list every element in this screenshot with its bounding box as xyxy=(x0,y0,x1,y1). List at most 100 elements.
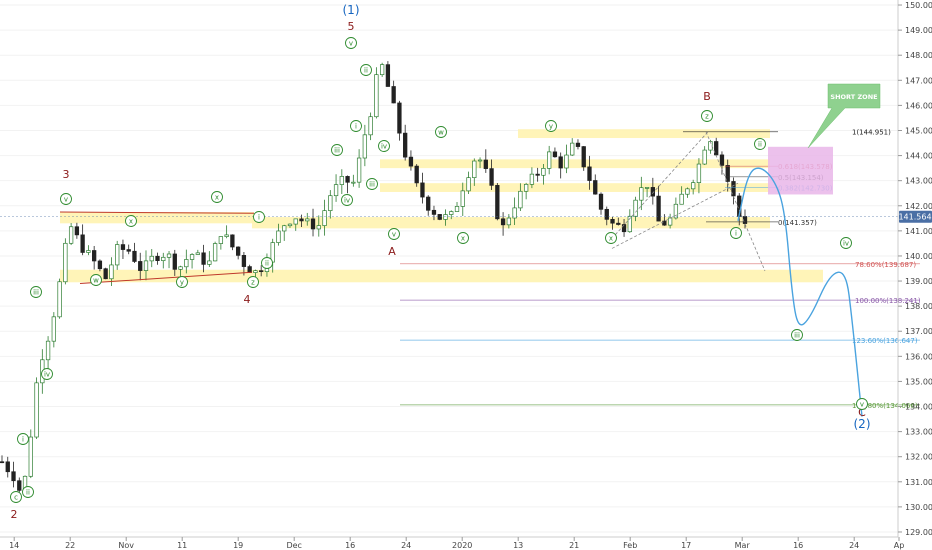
current-price-badge-bg xyxy=(899,210,932,223)
candle-body xyxy=(719,154,725,166)
candle-body xyxy=(120,244,126,250)
candle-body xyxy=(333,184,339,197)
retrace-line xyxy=(705,131,766,272)
candle-body xyxy=(161,256,166,262)
wave-label-text: iv xyxy=(344,197,350,205)
candle-body xyxy=(397,102,402,134)
wave-label-text: v xyxy=(860,401,864,409)
candle-body xyxy=(587,166,592,181)
candle-body xyxy=(662,220,667,226)
wave-label-circle xyxy=(856,398,868,410)
price-zone xyxy=(60,212,254,224)
price-tick-label: 135.000 xyxy=(905,377,932,386)
candle-body xyxy=(558,156,563,169)
candle-body xyxy=(356,157,362,183)
wave-label-circle xyxy=(176,276,188,288)
candle-body xyxy=(385,64,391,87)
candle-body xyxy=(63,242,68,283)
wave-label-minor: v xyxy=(60,193,72,205)
candle-body xyxy=(57,281,62,318)
wave-label-major: B xyxy=(703,90,711,103)
wave-label-circle xyxy=(261,257,273,269)
wave-label-minor: iii xyxy=(331,144,343,156)
wave-label-circle xyxy=(341,194,353,206)
wave-label-major: 3 xyxy=(63,168,70,181)
candle-body xyxy=(310,218,316,230)
candle-body xyxy=(345,176,350,183)
wave-label-circle xyxy=(791,329,803,341)
candle-body xyxy=(379,64,385,76)
time-tick-label: Feb xyxy=(623,541,637,550)
candle-body xyxy=(489,168,494,186)
candle-body xyxy=(593,180,598,195)
wave-label-circle xyxy=(701,110,713,122)
fib-level-label: 1(144.951) xyxy=(852,129,891,137)
candle-body xyxy=(621,224,627,233)
price-tick-label: 137.000 xyxy=(905,327,932,336)
candle-body xyxy=(362,134,368,159)
wave-label-minor: i xyxy=(253,211,265,223)
candle-body xyxy=(34,382,39,438)
candle-body xyxy=(201,252,206,265)
time-axis[interactable]: 14 22 Nov 11 19 Dec 16 24 2020 13 21 Feb 17 Mar 16 24 Ap xyxy=(9,537,904,550)
candle-body xyxy=(500,218,506,226)
price-axis[interactable]: 129.000 130.000 131.000 132.000 133.000 134.0… xyxy=(898,1,932,537)
candle-body xyxy=(633,199,638,217)
candle-body xyxy=(472,160,477,178)
time-tick-label: Mar xyxy=(735,541,751,550)
candle-body xyxy=(138,261,143,271)
wave-label-minor: z xyxy=(247,276,259,288)
wave-label-circle xyxy=(350,120,362,132)
wave-label-circle xyxy=(345,37,357,49)
candle-body xyxy=(195,252,200,255)
time-tick-label: Nov xyxy=(118,541,134,550)
wave-label-minor: ii xyxy=(360,64,372,76)
candle-body xyxy=(235,246,241,256)
wave-label-minor: iv xyxy=(41,368,53,380)
wave-label-minor: y xyxy=(176,276,188,288)
candle-body xyxy=(126,249,131,252)
time-tick-label: 16 xyxy=(793,541,803,550)
candle-body xyxy=(420,182,425,198)
wave-label-text: x xyxy=(129,218,133,226)
current-price-label: 141.564 xyxy=(898,213,931,222)
wave-label-minor: iv xyxy=(378,140,390,152)
candle-body xyxy=(644,187,650,189)
time-tick-label: 14 xyxy=(9,541,19,550)
wave-label-minor: iv xyxy=(341,194,353,206)
candle-body xyxy=(218,236,224,244)
price-tick-label: 146.000 xyxy=(905,101,932,110)
candle-body xyxy=(11,471,16,482)
price-grid xyxy=(0,4,898,533)
candle-body xyxy=(17,480,22,491)
wave-label-circle xyxy=(840,237,852,249)
wave-label-circle xyxy=(378,140,390,152)
price-tick-label: 147.000 xyxy=(905,76,932,85)
candle-body xyxy=(80,234,85,253)
candle-body xyxy=(132,250,137,262)
price-zone xyxy=(518,129,770,139)
triangle-upper-line xyxy=(59,211,255,214)
candle-body xyxy=(523,183,529,192)
wave-label-circle xyxy=(605,232,617,244)
wave-label-circle xyxy=(253,211,265,223)
candle-body xyxy=(276,230,281,243)
short-zone-label: SHORT ZONE xyxy=(830,93,877,101)
wave-label-minor: c xyxy=(10,491,22,503)
price-tick-label: 141.000 xyxy=(905,227,932,236)
wave-label-minor: iv xyxy=(840,237,852,249)
price-tick-label: 142.000 xyxy=(905,202,932,211)
fib-level-label: 161.80%(134.066) xyxy=(852,402,918,410)
candle-body xyxy=(322,210,327,226)
candle-body xyxy=(230,234,235,248)
time-tick-label: 19 xyxy=(233,541,243,550)
wave-label-circle xyxy=(30,286,42,298)
wave-label-circle xyxy=(331,144,343,156)
candle-body xyxy=(552,151,558,158)
candle-body xyxy=(604,208,609,220)
candle-body xyxy=(460,190,465,207)
wave-label-circle xyxy=(247,276,259,288)
price-tick-label: 149.000 xyxy=(905,26,932,35)
wave-label-text: c xyxy=(14,494,18,502)
